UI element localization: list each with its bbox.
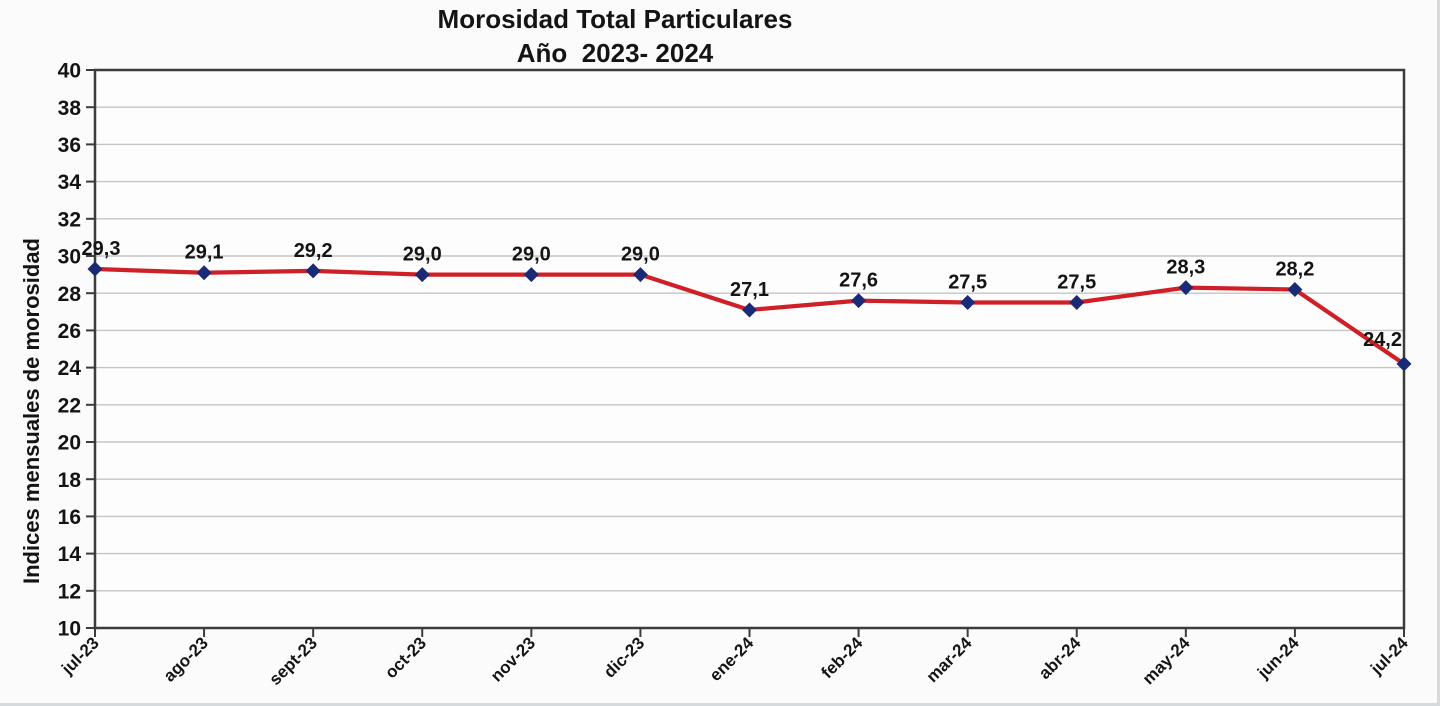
x-tick-label: abr-24 [1035,633,1085,683]
data-label: 29,0 [512,244,551,266]
data-point-marker [1287,281,1303,297]
y-tick-label: 34 [58,171,82,194]
chart-title-block: Morosidad Total Particulares Año 2023- 2… [80,2,1150,70]
data-point-marker [414,267,430,283]
x-tick-label: jun-24 [1253,633,1303,683]
x-tick-label: may-24 [1139,633,1194,688]
y-tick-label: 38 [58,97,82,120]
data-point-marker [960,295,976,310]
data-label: 29,0 [403,244,442,266]
y-tick-label: 16 [58,506,81,529]
x-tick-label: ago-23 [160,633,212,685]
x-tick-label: mar-24 [923,633,976,686]
data-point-marker [523,267,539,283]
y-tick-label: 28 [58,283,82,306]
data-point-marker [1178,280,1194,296]
y-tick-label: 24 [58,357,82,380]
data-point-marker [632,267,648,283]
chart-title: Morosidad Total Particulares [437,4,793,34]
x-tick-label: oct-23 [381,633,430,682]
x-tick-label: feb-24 [818,633,867,682]
y-tick-label: 20 [58,432,81,455]
data-point-marker [196,265,212,281]
data-point-marker [305,263,321,279]
data-label: 24,2 [1363,329,1402,351]
data-label: 29,0 [621,244,660,266]
y-tick-label: 26 [58,320,81,343]
y-tick-label: 32 [58,208,81,231]
y-tick-label: 12 [58,580,81,603]
y-tick-label: 10 [58,618,81,641]
data-label: 29,2 [294,240,333,262]
y-tick-label: 18 [58,469,82,492]
chart-subtitle: Año 2023- 2024 [516,38,714,68]
y-tick-label: 36 [58,134,81,157]
x-tick-label: dic-23 [600,633,648,681]
data-label: 28,2 [1275,258,1314,280]
data-point-marker [742,302,757,318]
x-tick-label: nov-23 [487,633,539,685]
data-label: 27,5 [1057,272,1096,294]
y-tick-label: 22 [58,394,81,417]
data-label: 27,6 [839,270,878,292]
data-label: 27,1 [730,279,769,301]
data-label: 27,5 [948,272,987,294]
data-point-marker [1396,356,1412,372]
y-axis-title: Indices mensuales de morosidad [19,238,44,585]
data-label: 28,3 [1166,257,1205,279]
data-label: 29,3 [82,238,121,260]
y-tick-label: 14 [58,543,82,566]
x-tick-label: jul-24 [1366,633,1412,679]
data-label: 29,1 [185,242,224,264]
data-point-marker [87,261,103,277]
x-tick-label: sept-23 [265,633,321,689]
data-point-marker [851,293,867,309]
x-tick-label: ene-24 [706,633,758,685]
plot-area [95,70,1404,628]
y-tick-label: 40 [58,60,81,83]
y-tick-label: 30 [58,246,81,269]
data-point-marker [1069,295,1085,310]
